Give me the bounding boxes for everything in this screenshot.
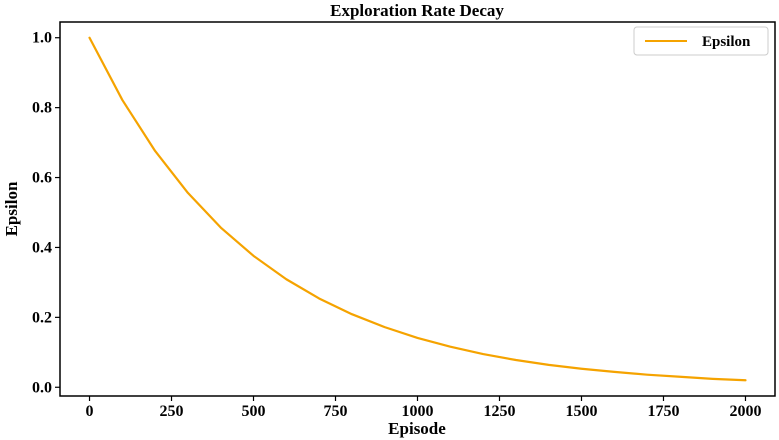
- y-tick-label: 0.4: [32, 239, 52, 256]
- y-axis-label: Epsilon: [2, 181, 21, 236]
- chart-title: Exploration Rate Decay: [330, 1, 504, 20]
- series-layer: [88, 36, 747, 382]
- x-tick-label: 1250: [483, 403, 515, 420]
- x-tick-label: 1000: [402, 403, 434, 420]
- x-tick-label: 1750: [647, 403, 679, 420]
- x-axis-label: Episode: [388, 419, 446, 438]
- y-tick-label: 0.2: [32, 309, 52, 326]
- y-tick-label: 0.8: [32, 100, 52, 117]
- ticks-layer: 0 250 500 750 1000 1250 1500 1750 2000 0.0 0.2 0.4 0…: [32, 30, 761, 420]
- x-tick-label: 2000: [729, 403, 761, 420]
- legend-box: [633, 26, 769, 56]
- y-tick-label: 0.6: [32, 170, 52, 187]
- plot-frame: [59, 21, 776, 397]
- legend: Epsilon: [633, 26, 769, 56]
- x-tick-label: 0: [86, 403, 94, 420]
- y-tick-label: 1.0: [32, 30, 52, 47]
- x-tick-label: 500: [242, 403, 266, 420]
- legend-label-epsilon: Epsilon: [702, 34, 751, 50]
- y-tick-label: 0.0: [32, 379, 52, 396]
- x-tick-label: 1500: [565, 403, 597, 420]
- x-tick-label: 750: [324, 403, 348, 420]
- series-line-epsilon: [88, 36, 747, 382]
- x-tick-label: 250: [160, 403, 184, 420]
